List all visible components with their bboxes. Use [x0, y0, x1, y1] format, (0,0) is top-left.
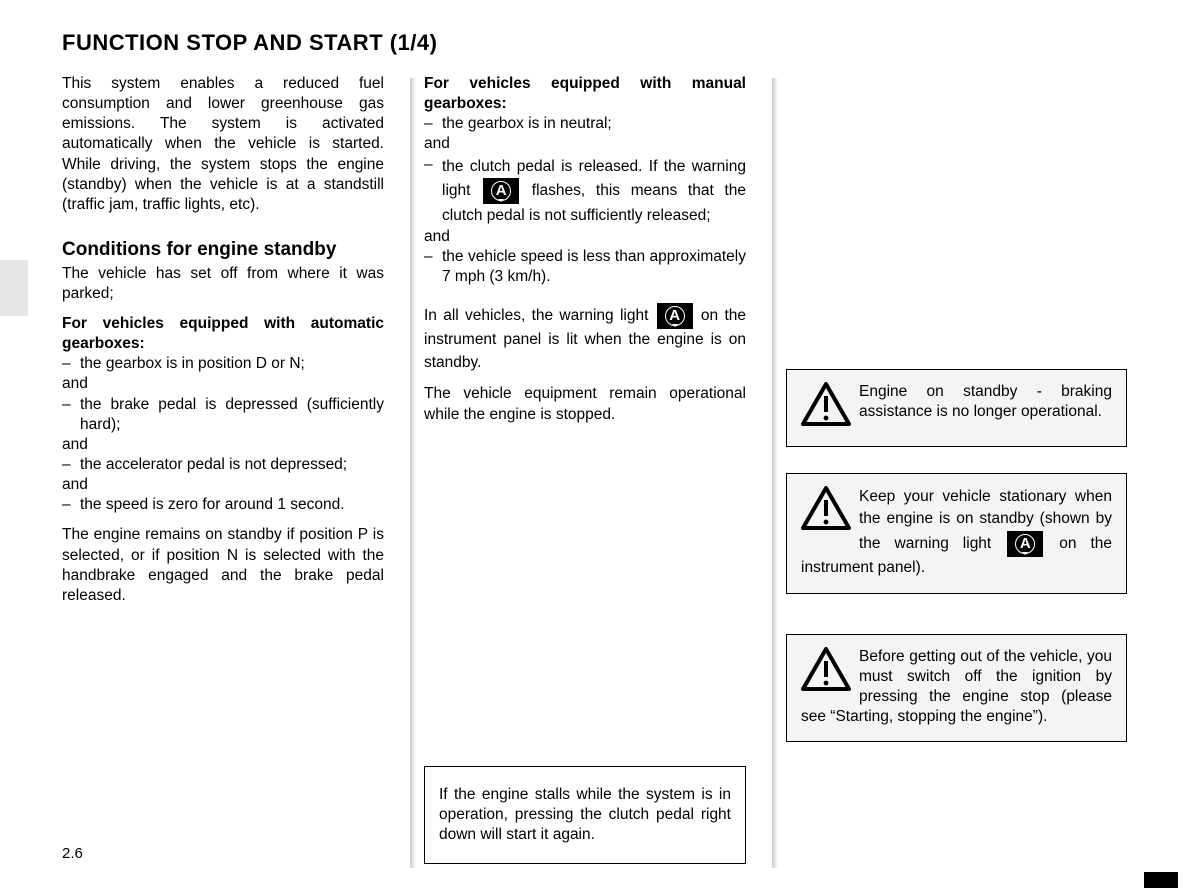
warning-box-3: Before getting out of the vehicle, you m… [786, 634, 1127, 741]
page-title: FUNCTION STOP AND START (1/4) [62, 30, 1155, 56]
intro-paragraph: This system enables a reduced fuel consu… [62, 74, 384, 215]
title-sub: (1/4) [390, 30, 438, 55]
manual-bullet-2: – the clutch pedal is released. If the w… [424, 155, 746, 228]
manual-bullet-1: –the gearbox is in neutral; [424, 114, 746, 134]
auto-tail-paragraph: The engine remains on standby if posi­ti… [62, 525, 384, 606]
title-main: FUNCTION STOP AND START [62, 30, 390, 55]
manual-gearbox-heading: For vehicles equipped with manual gearbo… [424, 74, 746, 114]
auto-bullet-3: –the accelerator pedal is not de­pressed… [62, 455, 384, 475]
and-text: and [62, 435, 384, 455]
and-text: and [424, 134, 746, 154]
column-2: For vehicles equipped with manual gearbo… [424, 74, 764, 868]
manual-bullet-3: –the vehicle speed is less than ap­proxi… [424, 247, 746, 287]
conditions-heading: Conditions for engine standby [62, 239, 384, 262]
warning-light-a-icon [1007, 531, 1043, 557]
warning-triangle-icon [801, 486, 851, 530]
and-text: and [62, 374, 384, 394]
and-text: and [424, 227, 746, 247]
stall-info-box: If the engine stalls while the system is… [424, 766, 746, 864]
auto-bullet-2: –the brake pedal is depressed (suffi­cie… [62, 395, 384, 435]
warning-box-2: Keep your vehicle station­ary when the e… [786, 473, 1127, 594]
auto-gearbox-heading: For vehicles equipped with auto­matic ge… [62, 314, 384, 354]
warning-triangle-icon [801, 382, 851, 426]
auto-bullet-4: –the speed is zero for around 1 second. [62, 495, 384, 515]
warning-light-a-icon [657, 303, 693, 329]
warning-box-1: Engine on standby - braking assistance i… [786, 369, 1127, 447]
warning-light-a-icon [483, 178, 519, 204]
auto-bullet-1: –the gearbox is in position D or N; [62, 354, 384, 374]
equipment-paragraph: The vehicle equipment remain opera­tiona… [424, 384, 746, 424]
divider-1 [402, 74, 424, 868]
divider-2 [764, 74, 786, 868]
page-number: 2.6 [62, 845, 83, 862]
all-vehicles-paragraph: In all vehicles, the warning light on th… [424, 303, 746, 374]
warning-triangle-icon [801, 647, 851, 691]
column-1: This system enables a reduced fuel consu… [62, 74, 402, 868]
column-3: Engine on standby - braking assistance i… [786, 74, 1131, 868]
and-text: and [62, 475, 384, 495]
columns: This system enables a reduced fuel consu… [62, 74, 1155, 868]
right-bottom-tab [1144, 872, 1178, 888]
conditions-lead: The vehicle has set off from where it wa… [62, 264, 384, 304]
page-content: FUNCTION STOP AND START (1/4) This syste… [0, 0, 1200, 830]
left-margin-tab [0, 260, 28, 316]
